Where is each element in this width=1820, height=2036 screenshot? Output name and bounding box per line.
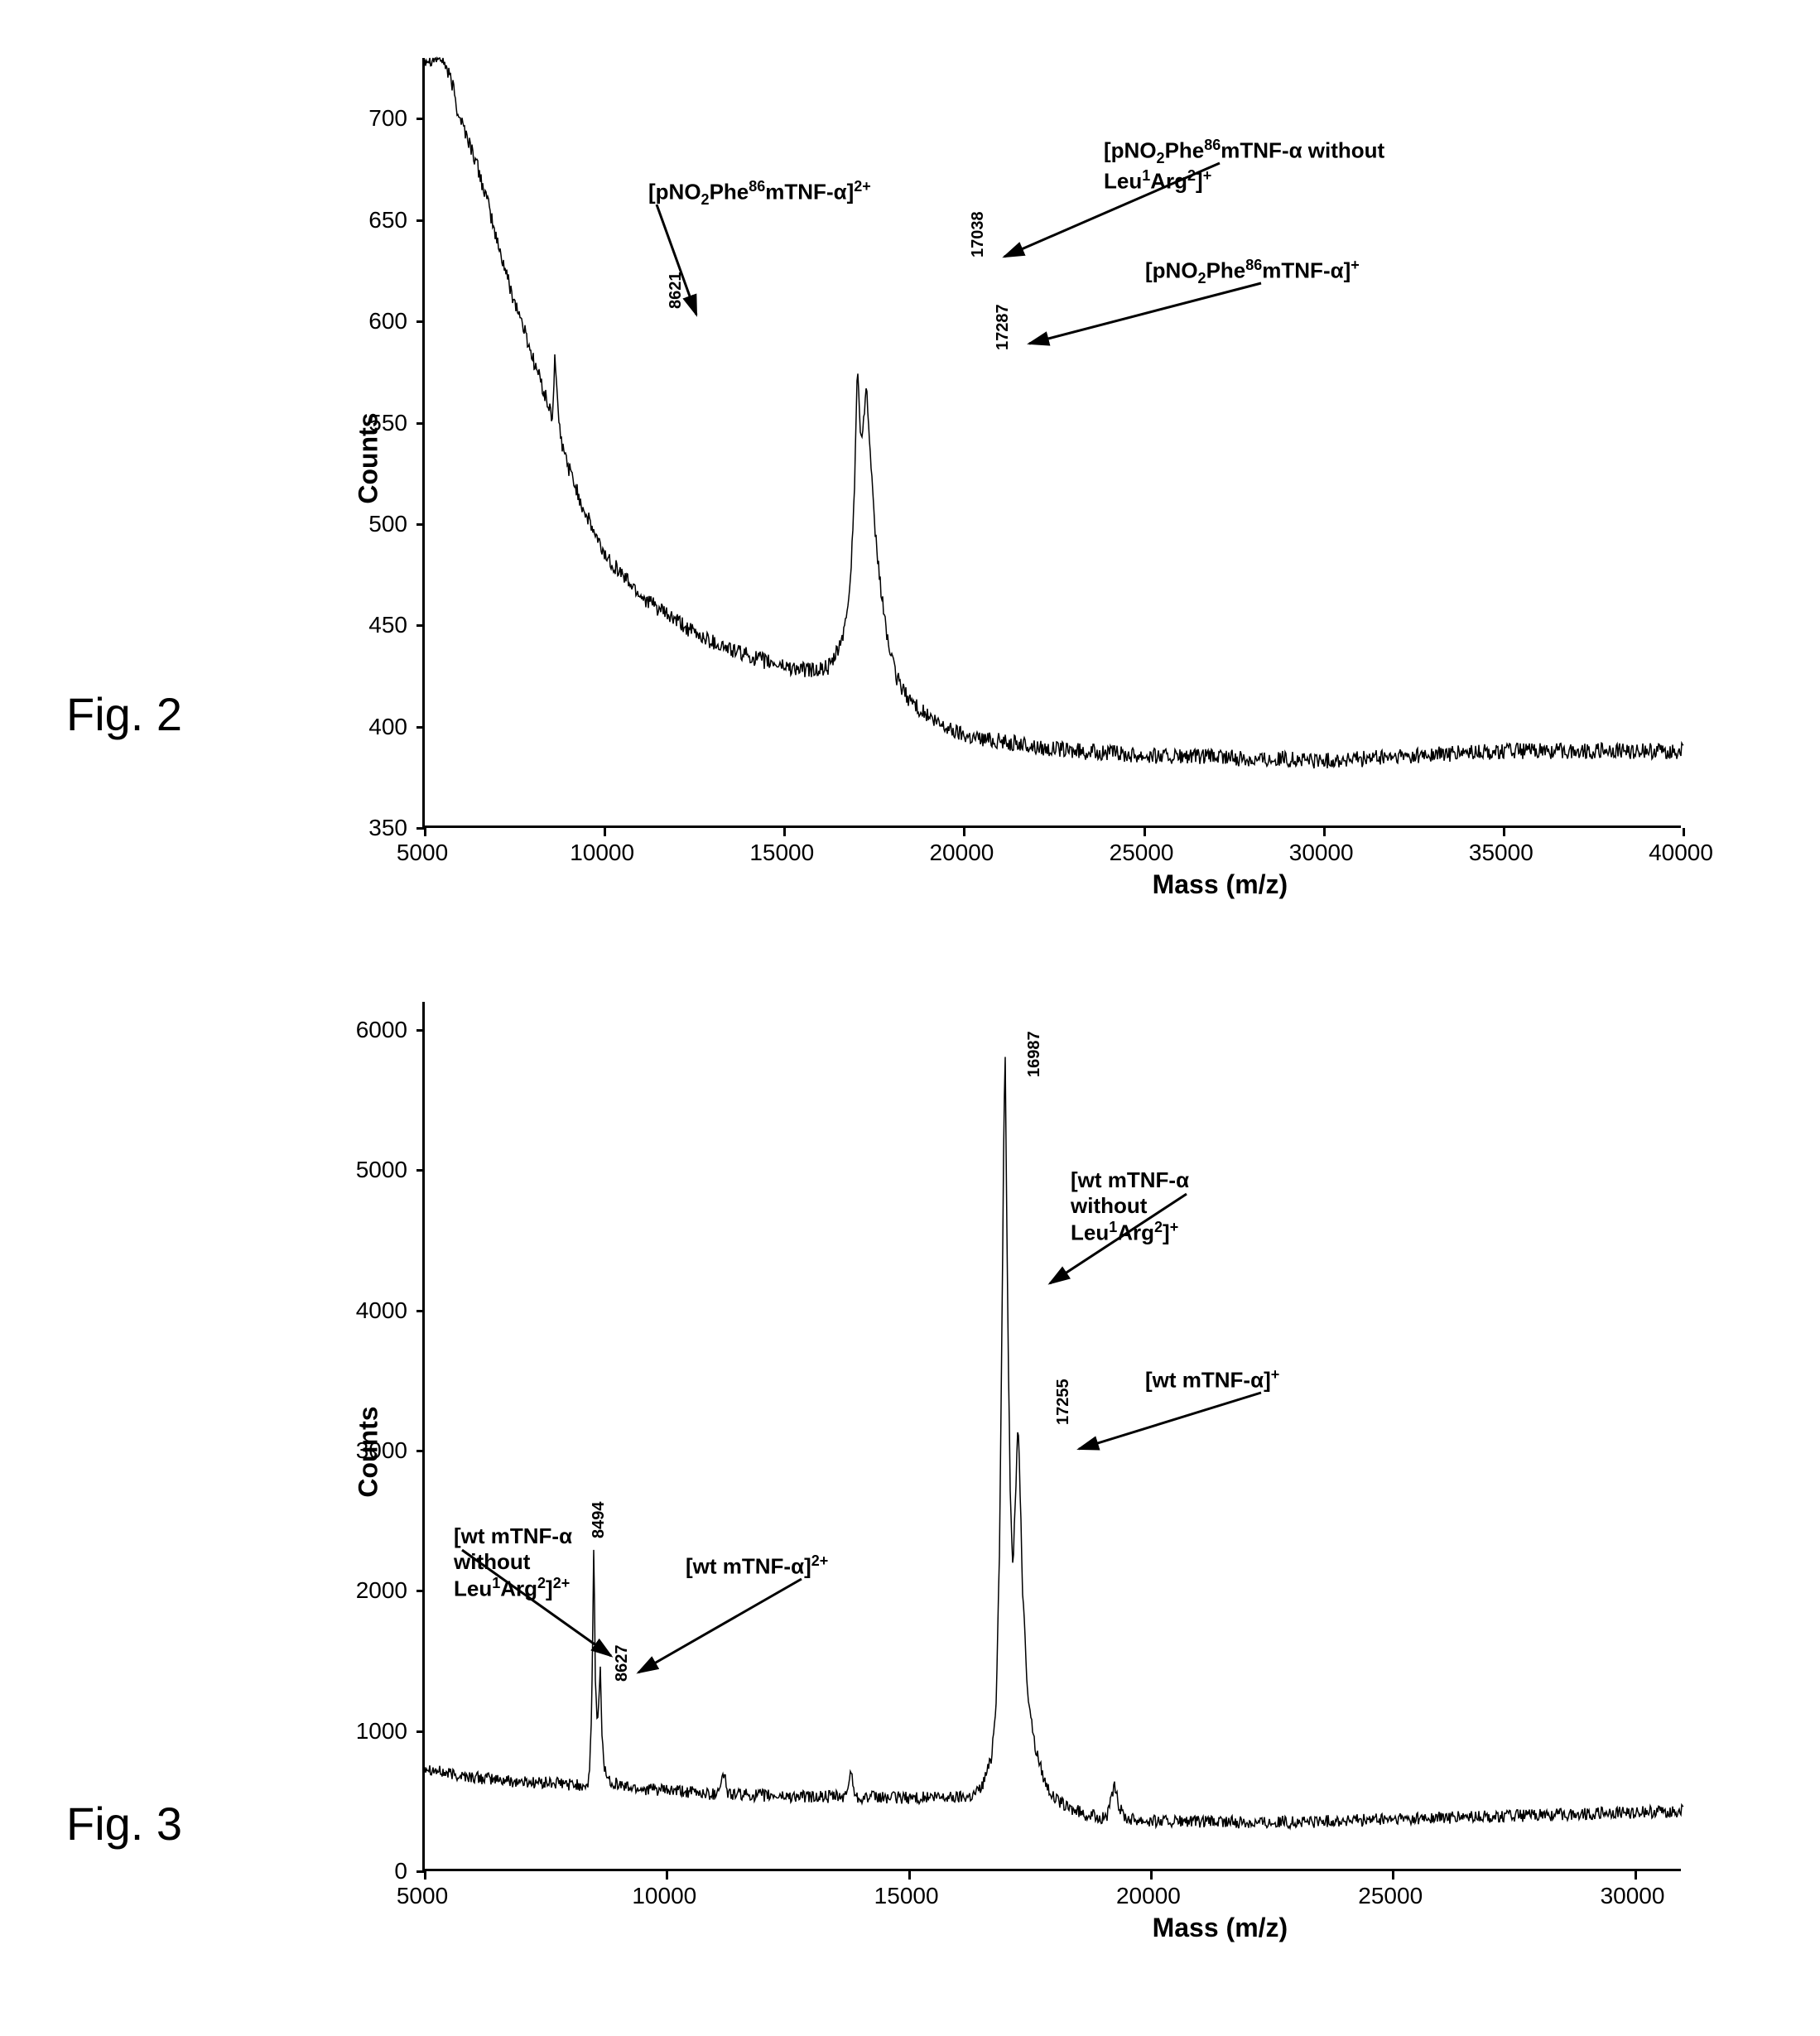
y-tick-label: 2000 — [325, 1577, 407, 1604]
y-tick — [416, 1730, 425, 1733]
y-tick-label: 5000 — [325, 1157, 407, 1183]
x-tick — [424, 1871, 426, 1880]
y-tick — [416, 1310, 425, 1312]
x-tick-label: 30000 — [1601, 1883, 1665, 1909]
x-axis-label: Mass (m/z) — [1153, 869, 1288, 900]
x-tick-label: 25000 — [1358, 1883, 1423, 1909]
x-tick — [1150, 1871, 1153, 1880]
x-tick — [908, 1871, 911, 1880]
y-axis-label: Counts — [354, 1406, 384, 1497]
y-tick-label: 450 — [325, 612, 407, 638]
plot-area: 86211703817287[pNO2Phe86mTNF-α]2+[pNO2Ph… — [422, 58, 1681, 828]
y-tick — [416, 726, 425, 729]
y-axis-label: Counts — [354, 412, 384, 503]
y-tick — [416, 422, 425, 425]
x-tick — [1323, 828, 1326, 836]
x-tick-label: 30000 — [1289, 840, 1354, 866]
y-tick — [416, 523, 425, 526]
y-tick-label: 500 — [325, 511, 407, 537]
x-tick — [1503, 828, 1505, 836]
y-tick — [416, 1169, 425, 1172]
x-tick-label: 10000 — [570, 840, 634, 866]
x-tick — [604, 828, 606, 836]
x-tick — [424, 828, 426, 836]
y-tick — [416, 219, 425, 222]
y-tick-label: 1000 — [325, 1718, 407, 1745]
y-tick — [416, 118, 425, 120]
y-tick-label: 0 — [325, 1858, 407, 1884]
x-tick — [666, 1871, 668, 1880]
x-tick-label: 5000 — [397, 1883, 448, 1909]
y-tick-label: 350 — [325, 815, 407, 841]
y-tick — [416, 1450, 425, 1452]
y-tick-label: 4000 — [325, 1297, 407, 1324]
y-tick-label: 650 — [325, 207, 407, 233]
figure-2-label: Fig. 2 — [66, 687, 182, 741]
x-tick — [1144, 828, 1146, 836]
y-tick-label: 600 — [325, 308, 407, 335]
x-tick-label: 20000 — [929, 840, 994, 866]
y-tick-label: 700 — [325, 105, 407, 132]
y-tick-label: 6000 — [325, 1017, 407, 1043]
x-axis-label: Mass (m/z) — [1153, 1913, 1288, 1943]
x-tick-label: 15000 — [874, 1883, 939, 1909]
x-tick — [783, 828, 786, 836]
x-tick-label: 15000 — [749, 840, 814, 866]
x-tick-label: 10000 — [632, 1883, 696, 1909]
x-tick — [1683, 828, 1685, 836]
y-tick — [416, 624, 425, 627]
annotation-arrows — [425, 1002, 1683, 1871]
annotation-arrows — [425, 58, 1683, 828]
figure-2-chart: 86211703817287[pNO2Phe86mTNF-α]2+[pNO2Ph… — [298, 33, 1747, 919]
figure-3-label: Fig. 3 — [66, 1797, 182, 1851]
x-tick-label: 25000 — [1110, 840, 1174, 866]
x-tick-label: 35000 — [1469, 840, 1534, 866]
x-tick — [1392, 1871, 1394, 1880]
x-tick-label: 40000 — [1649, 840, 1713, 866]
x-tick — [1635, 1871, 1637, 1880]
y-tick — [416, 320, 425, 323]
x-tick-label: 5000 — [397, 840, 448, 866]
y-tick — [416, 1029, 425, 1032]
x-tick — [963, 828, 965, 836]
y-tick-label: 400 — [325, 714, 407, 740]
plot-area: 849486271698717255[wt mTNF-αwithoutLeu1A… — [422, 1002, 1681, 1871]
x-tick-label: 20000 — [1116, 1883, 1181, 1909]
y-tick — [416, 1590, 425, 1592]
figure-3-chart: 849486271698717255[wt mTNF-αwithoutLeu1A… — [298, 977, 1747, 1971]
